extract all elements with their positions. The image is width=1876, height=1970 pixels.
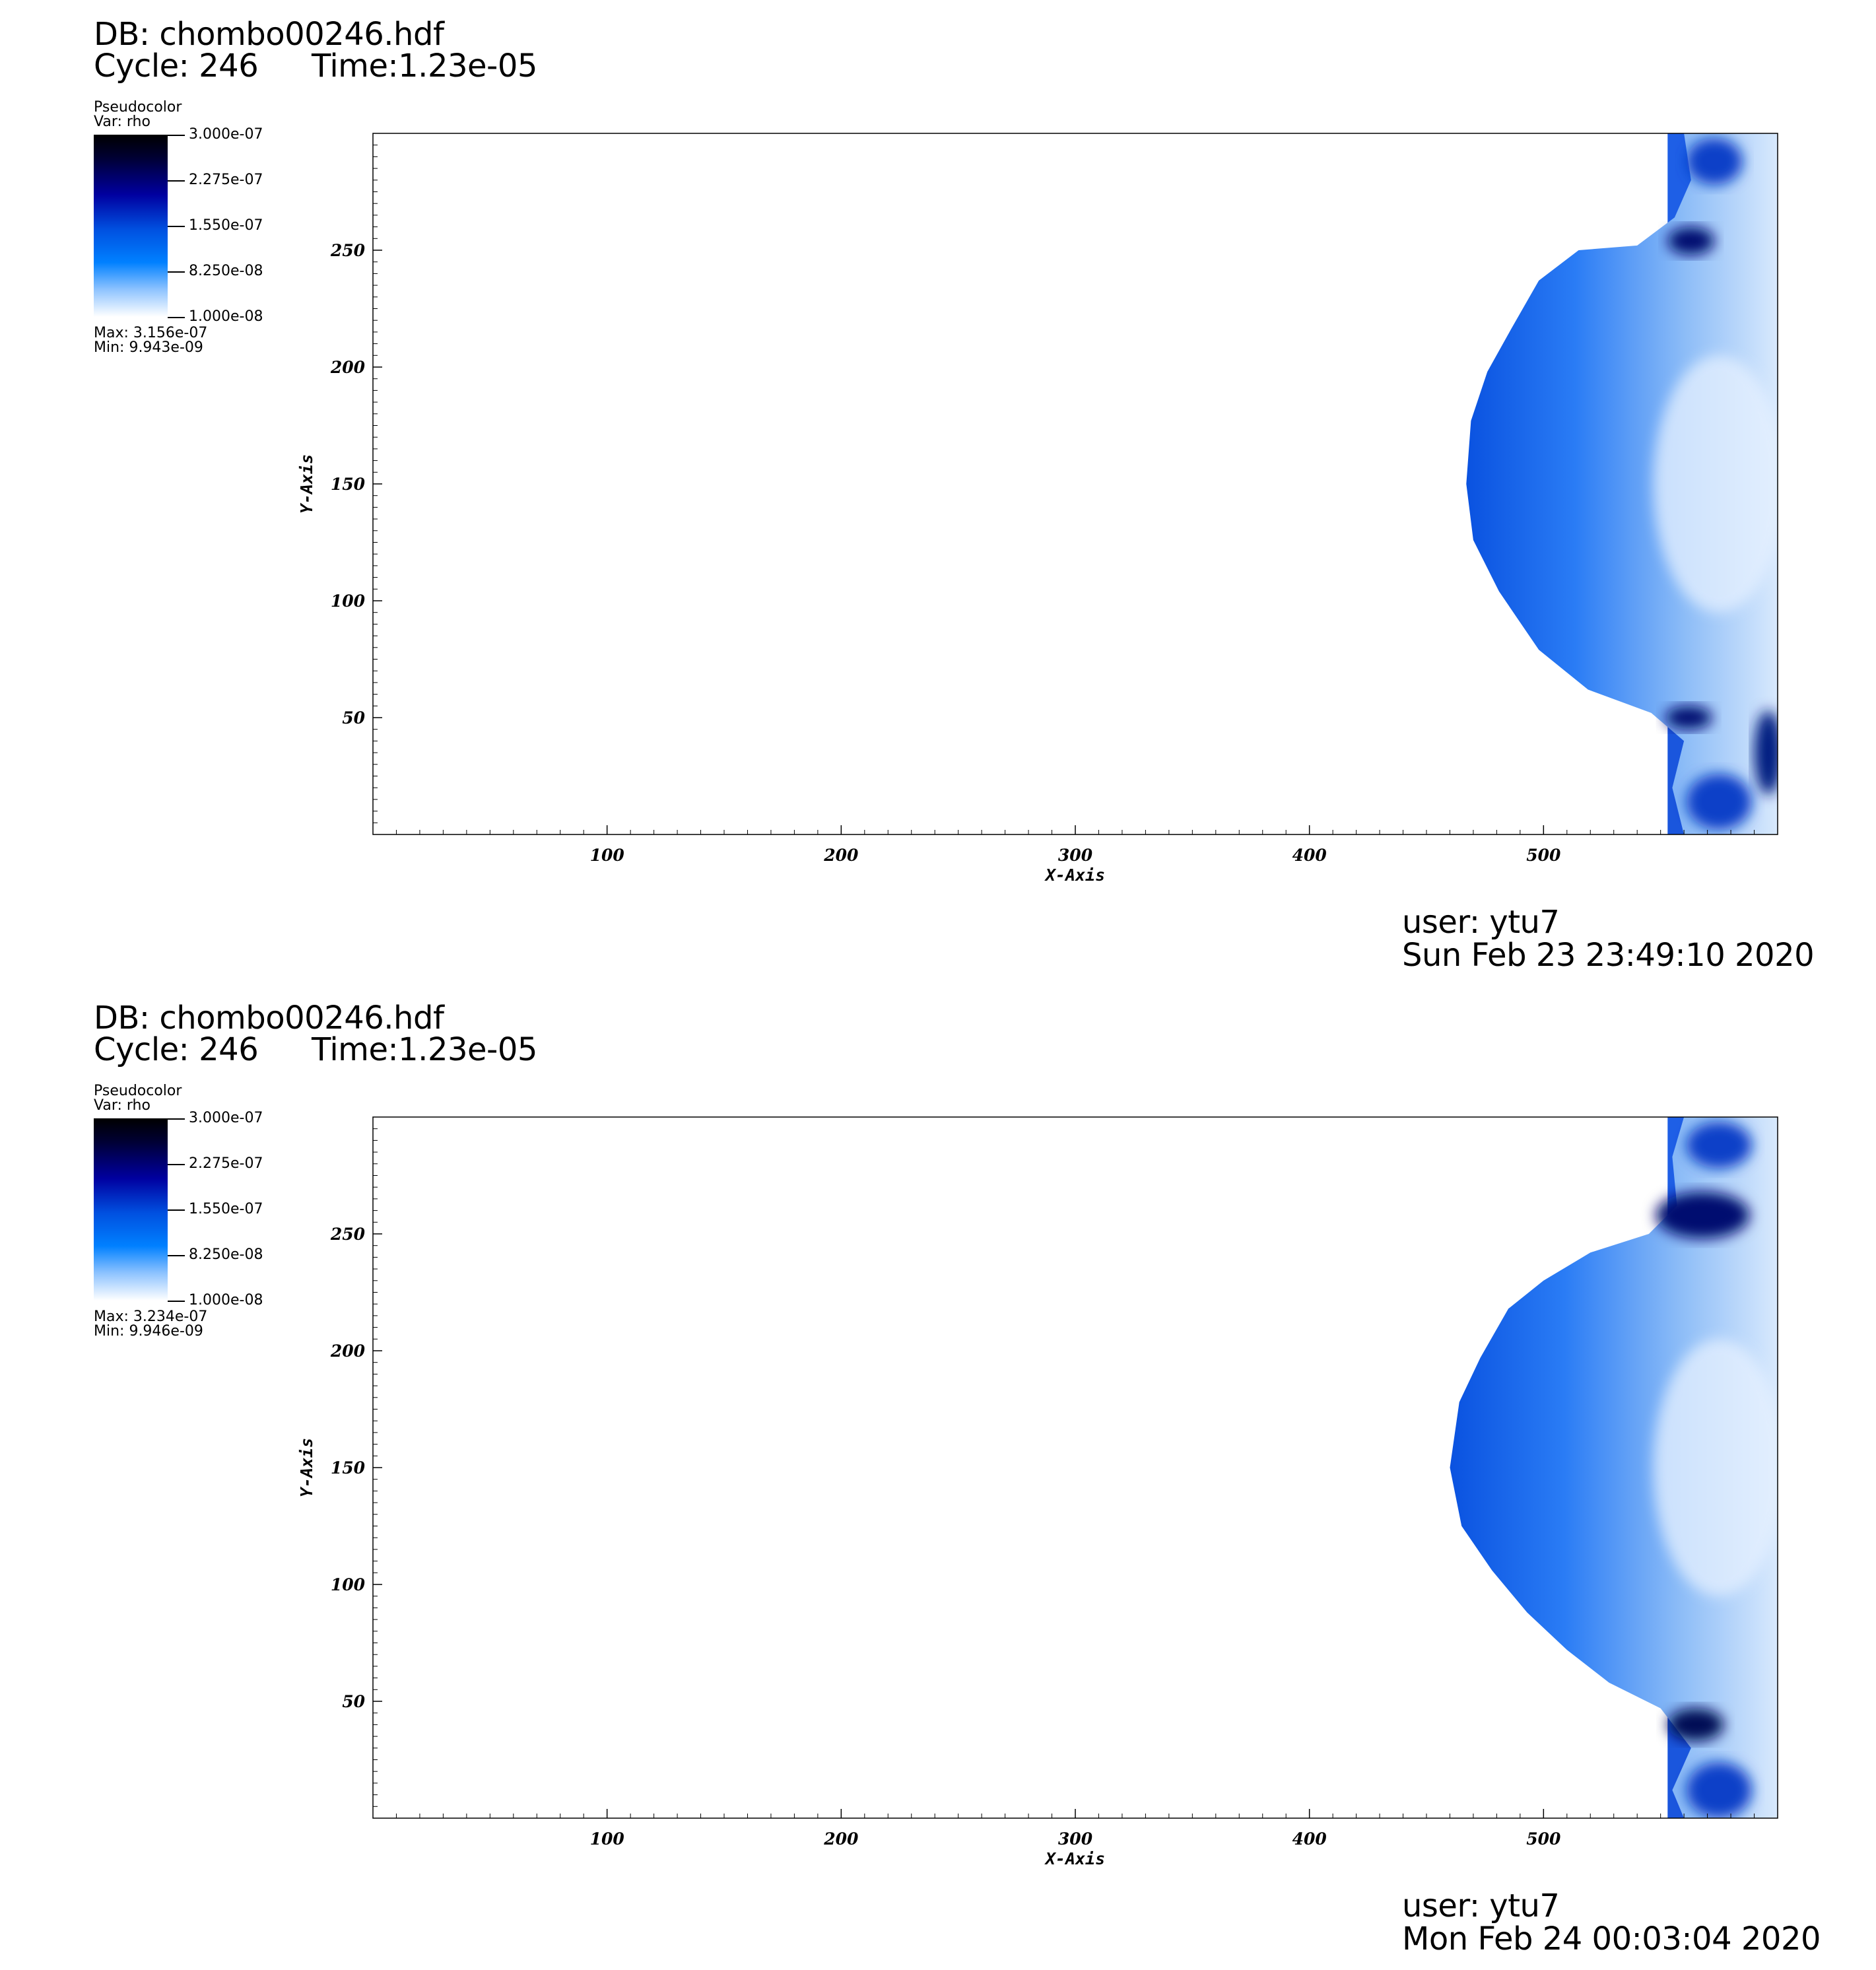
- legend-tick-line: [168, 1118, 185, 1120]
- legend-tick-label: 1.000e-08: [189, 1292, 263, 1308]
- date-label: Sun Feb 23 23:49:10 2020: [1402, 937, 1815, 974]
- y-axis-title: Y-Axis: [297, 1438, 316, 1497]
- density-field: [1466, 133, 1778, 834]
- y-tick-label: 250: [330, 1225, 366, 1244]
- density-filament: [1667, 1708, 1724, 1742]
- legend-tick-line: [168, 1164, 185, 1165]
- legend-min: Min: 9.946e-09: [94, 1323, 203, 1340]
- legend-var: Var: rho: [94, 114, 151, 130]
- y-tick-label: 100: [331, 1575, 366, 1594]
- x-tick-label: 200: [823, 1829, 859, 1849]
- y-tick-label: 150: [331, 475, 366, 494]
- legend-tick-label: 1.000e-08: [189, 308, 263, 325]
- density-filament: [1686, 138, 1743, 185]
- visit-window-1: DB: chombo00246.hdf Cycle: 246 Time:1.23…: [94, 16, 1815, 974]
- x-tick-label: 300: [1058, 1829, 1093, 1849]
- legend-tick-label: 3.000e-07: [189, 1110, 263, 1126]
- legend-min: Min: 9.943e-09: [94, 339, 203, 356]
- legend-tick-line: [168, 1301, 185, 1302]
- colorbar: [94, 1118, 168, 1301]
- shock-front: [1450, 1117, 1778, 1818]
- density-filament: [1667, 226, 1715, 255]
- time-label: Time:1.23e-05: [312, 48, 537, 85]
- y-tick-label: 50: [342, 1692, 365, 1711]
- db-label: DB: chombo00246.hdf: [94, 1000, 444, 1036]
- x-tick-label: 300: [1058, 846, 1093, 865]
- cycle-label: Cycle: 246: [94, 48, 259, 85]
- x-axis-title: X-Axis: [1044, 1849, 1105, 1868]
- date-label: Mon Feb 24 00:03:04 2020: [1402, 1920, 1821, 1957]
- low-density-core: [1654, 355, 1778, 613]
- db-label: DB: chombo00246.hdf: [94, 16, 444, 53]
- legend-tick-label: 2.275e-07: [189, 172, 263, 188]
- legend-tick-label: 8.250e-08: [189, 1246, 263, 1263]
- legend-tick-line: [168, 317, 185, 318]
- y-axis-title: Y-Axis: [297, 454, 316, 514]
- visit-window-2: DB: chombo00246.hdf Cycle: 246 Time:1.23…: [0, 984, 1876, 1969]
- y-tick-label: 250: [330, 241, 366, 260]
- legend-tick-label: 1.550e-07: [189, 217, 263, 234]
- y-tick-label: 50: [342, 708, 365, 728]
- legend-tick-label: 8.250e-08: [189, 263, 263, 279]
- legend-title: Pseudocolor: [94, 99, 182, 116]
- legend-tick-label: 1.550e-07: [189, 1201, 263, 1217]
- legend-var: Var: rho: [94, 1097, 151, 1114]
- x-tick-label: 500: [1526, 846, 1561, 865]
- y-tick-label: 200: [330, 358, 366, 377]
- legend-tick-label: 3.000e-07: [189, 126, 263, 143]
- x-tick-label: 500: [1526, 1829, 1561, 1849]
- density-field: [1450, 1117, 1778, 1818]
- plot-area: 100 200 300 400 500 50 100 150 200 250 X-Axis Y-Axi…: [297, 133, 1778, 885]
- legend-tick-line: [168, 271, 185, 273]
- legend-max: Max: 3.156e-07: [94, 325, 208, 341]
- x-tick-label: 200: [823, 846, 859, 865]
- x-tick-label: 100: [590, 846, 625, 865]
- x-axis-title: X-Axis: [1044, 866, 1105, 885]
- legend-tick-label: 2.275e-07: [189, 1155, 263, 1172]
- density-filament: [1656, 1192, 1750, 1239]
- legend-tick-line: [168, 135, 185, 136]
- plot-area: 100 200 300 400 500 50 100 150 200 250 X-Axis Y-Axi…: [297, 1116, 1778, 1868]
- legend-tick-line: [168, 180, 185, 182]
- y-tick-label: 150: [331, 1458, 366, 1478]
- density-filament: [1665, 706, 1712, 730]
- density-filament: [1754, 710, 1778, 795]
- legend-tick-line: [168, 226, 185, 227]
- x-tick-label: 100: [590, 1829, 625, 1849]
- shock-front: [1466, 133, 1778, 834]
- density-filament: [1686, 1122, 1752, 1169]
- density-filament: [1686, 1762, 1752, 1818]
- x-tick-label: 400: [1292, 1829, 1327, 1849]
- density-filament: [1686, 773, 1752, 830]
- low-density-core: [1654, 1339, 1778, 1596]
- user-label: user: ytu7: [1402, 1887, 1560, 1924]
- time-label: Time:1.23e-05: [312, 1031, 537, 1068]
- y-tick-label: 100: [331, 592, 366, 611]
- legend-tick-line: [168, 1209, 185, 1211]
- legend-title: Pseudocolor: [94, 1083, 182, 1099]
- cycle-label: Cycle: 246: [94, 1031, 259, 1068]
- x-tick-label: 400: [1292, 846, 1327, 865]
- user-label: user: ytu7: [1402, 904, 1560, 941]
- y-tick-label: 200: [330, 1342, 366, 1361]
- legend-tick-line: [168, 1255, 185, 1256]
- legend-max: Max: 3.234e-07: [94, 1308, 208, 1325]
- colorbar: [94, 135, 168, 317]
